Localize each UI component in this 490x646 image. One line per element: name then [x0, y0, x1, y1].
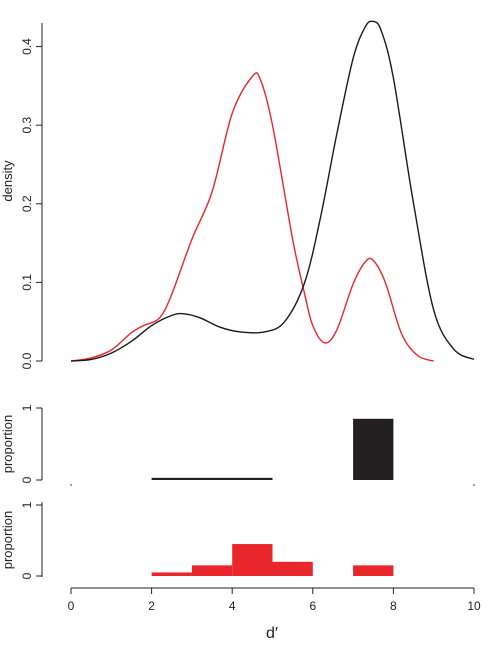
- x-axis: 0 2 4 6 8 10 d′: [68, 587, 481, 642]
- red-bar: [191, 565, 233, 576]
- red-bar: [151, 572, 192, 576]
- density-yticks: 0.0 0.1 0.2 0.3 0.4: [20, 38, 42, 369]
- black-proportion-panel: proportion 01: [0, 404, 475, 486]
- density-ytick-label: 0.0: [20, 352, 34, 369]
- black-ytick-label: 0: [20, 476, 34, 483]
- red-density-line: [70, 72, 434, 362]
- black-ytick-label: 1: [20, 404, 34, 411]
- density-lines: [70, 20, 475, 362]
- x-tick-label: 2: [148, 599, 155, 613]
- red-yticks: 01: [20, 501, 42, 579]
- x-tick-label: 6: [309, 599, 316, 613]
- x-ticks: 0 2 4 6 8 10: [68, 588, 481, 613]
- density-ylabel: density: [0, 160, 15, 202]
- density-ytick-label: 0.3: [20, 117, 34, 134]
- x-tick-label: 8: [390, 599, 397, 613]
- red-bar: [272, 561, 313, 576]
- red-bars: [151, 544, 394, 576]
- red-proportion-panel: proportion 01: [0, 501, 394, 579]
- density-panel: density 0.0 0.1 0.2 0.3 0.4: [0, 20, 475, 369]
- x-axis-label: d′: [266, 625, 278, 642]
- black-yticks: 01: [20, 404, 42, 483]
- x-tick-label: 10: [467, 599, 481, 613]
- red-ytick-label: 0: [20, 572, 34, 579]
- black-bar: [353, 418, 394, 480]
- x-tick-label: 4: [229, 599, 236, 613]
- density-ytick-label: 0.1: [20, 274, 34, 291]
- black-density-line: [70, 20, 475, 362]
- red-bar: [353, 565, 394, 576]
- density-ytick-label: 0.4: [20, 38, 34, 55]
- red-ylabel: proportion: [0, 511, 15, 570]
- x-tick-label: 0: [68, 599, 75, 613]
- red-ytick-label: 1: [20, 501, 34, 508]
- density-ytick-label: 0.2: [20, 195, 34, 212]
- black-ylabel: proportion: [0, 415, 15, 474]
- red-bar: [232, 544, 273, 576]
- black-bars: [151, 418, 394, 480]
- black-bar: [151, 477, 273, 480]
- black-axis-dots: [70, 484, 475, 486]
